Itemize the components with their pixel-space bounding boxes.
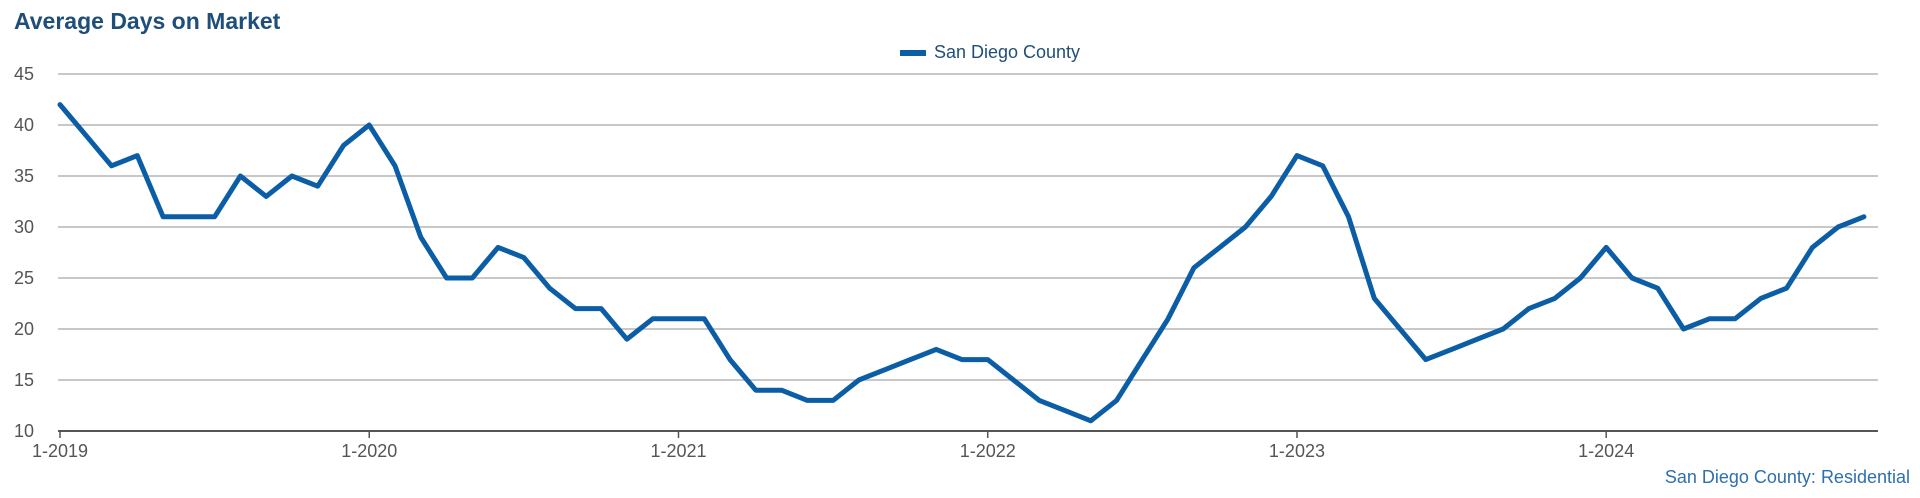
- y-tick-label: 25: [14, 268, 34, 288]
- series-line-san-diego-county: [57, 102, 1867, 424]
- y-tick-label: 45: [14, 64, 34, 84]
- chart-title: Average Days on Market: [14, 8, 281, 34]
- y-tick-label: 30: [14, 217, 34, 237]
- chart-footer-note: San Diego County: Residential: [1664, 467, 1910, 487]
- x-tick-label: 1-2021: [650, 441, 706, 461]
- y-tick-label: 35: [14, 166, 34, 186]
- y-tick-label: 15: [14, 370, 34, 390]
- x-tick-label: 1-2019: [32, 441, 88, 461]
- legend-label-san-diego-county: San Diego County: [933, 42, 1081, 62]
- x-tick-label: 1-2023: [1269, 441, 1325, 461]
- y-tick-label: 10: [14, 421, 34, 441]
- chart-legend: San Diego County: [0, 42, 1920, 63]
- y-tick-label: 40: [14, 115, 34, 135]
- legend-swatch: [899, 49, 926, 56]
- y-tick-label: 20: [14, 319, 34, 339]
- x-tick-label: 1-2020: [341, 441, 397, 461]
- x-tick-label: 1-2024: [1578, 441, 1634, 461]
- x-tick-label: 1-2022: [960, 441, 1016, 461]
